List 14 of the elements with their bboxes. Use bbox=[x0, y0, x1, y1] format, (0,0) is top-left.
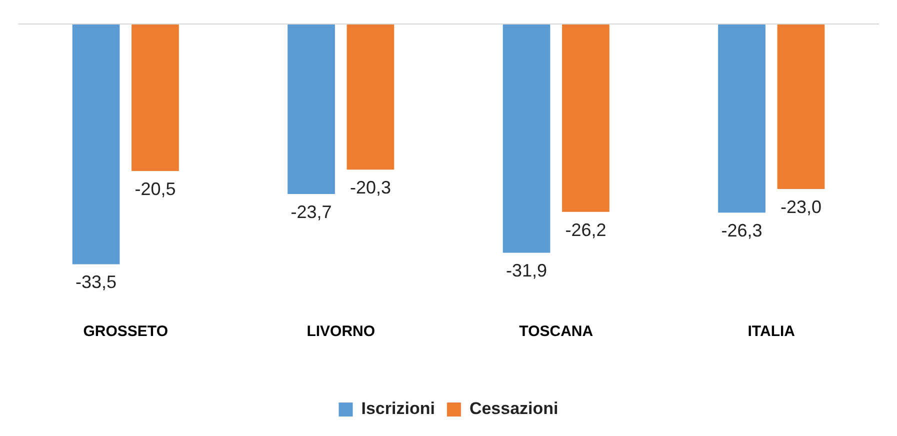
legend-label: Iscrizioni bbox=[361, 399, 435, 418]
x-tick-label: LIVORNO bbox=[306, 323, 376, 340]
legend-label: Cessazioni bbox=[469, 399, 558, 418]
x-tick-label: GROSSETO bbox=[83, 323, 168, 340]
data-label: -31,9 bbox=[506, 260, 548, 281]
data-label: -33,5 bbox=[76, 272, 117, 292]
x-tick-label: TOSCANA bbox=[519, 323, 594, 340]
data-label: -26,3 bbox=[721, 220, 762, 241]
data-label: -23,7 bbox=[290, 202, 332, 222]
x-tick-label: ITALIA bbox=[748, 323, 796, 340]
data-label: -23,0 bbox=[780, 196, 822, 217]
data-label: -20,3 bbox=[350, 178, 391, 198]
data-label: -26,2 bbox=[565, 220, 606, 240]
data-label: -20,5 bbox=[134, 178, 176, 199]
